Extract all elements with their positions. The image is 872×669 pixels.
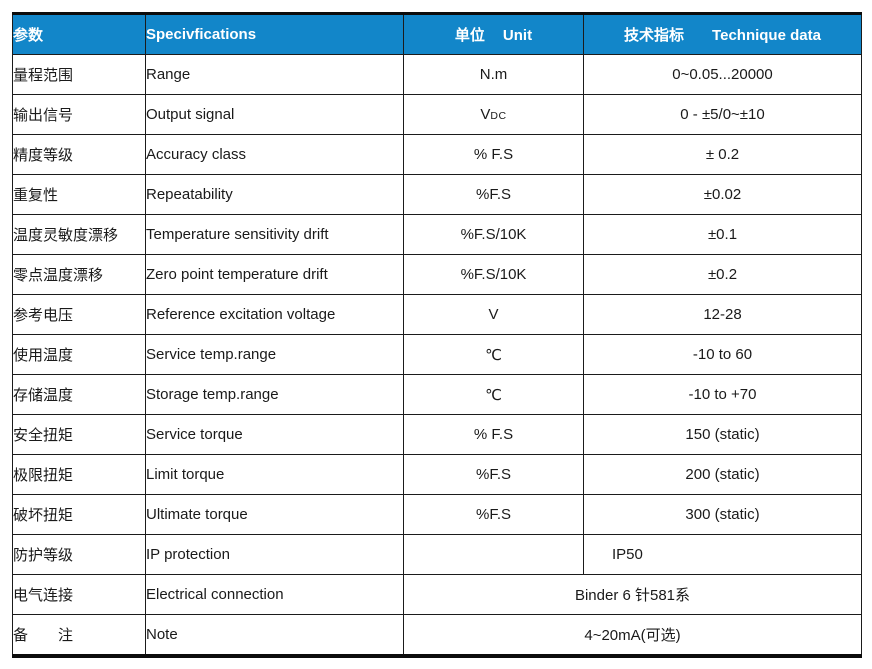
table-row: 安全扭矩 Service torque% F.S 150 (static) bbox=[12, 414, 862, 455]
param-cell: 温度灵敏度漂移 bbox=[12, 214, 146, 255]
spec-cell: Accuracy class bbox=[145, 134, 404, 175]
spec-cell: Limit torque bbox=[145, 454, 404, 495]
value-cell: ±0.02 bbox=[583, 174, 862, 215]
param-cell: 存储温度 bbox=[12, 374, 146, 415]
table-row: 极限扭矩 Limit torque %F.S 200 (static) bbox=[12, 454, 862, 495]
unit-cell: ℃ bbox=[403, 374, 584, 415]
merged-value-cell: Binder 6 针581系 bbox=[403, 574, 862, 615]
param-cell: 破坏扭矩 bbox=[12, 494, 146, 535]
spec-cell: Reference excitation voltage bbox=[145, 294, 404, 335]
unit-cell bbox=[403, 534, 584, 575]
param-cell: 量程范围 bbox=[12, 54, 146, 95]
table-row: 破坏扭矩 Ultimate torque %F.S 300 (static) bbox=[12, 494, 862, 535]
table-row: 使用温度 Service temp.range ℃ -10 to 60 bbox=[12, 334, 862, 375]
table-row: 温度灵敏度漂移 Temperature sensitivity drift %F.S… bbox=[12, 214, 862, 255]
spec-table-body: 量程范围 Range N.m 0~0.05...20000 输出信号 Output sig… bbox=[12, 54, 862, 657]
value-cell: 0~0.05...20000 bbox=[583, 54, 862, 95]
value-cell: 0 - ±5/0~±10 bbox=[583, 94, 862, 135]
unit-subscript: DC bbox=[490, 110, 507, 122]
param-cell: 零点温度漂移 bbox=[12, 254, 146, 295]
param-cell: 参考电压 bbox=[12, 294, 146, 335]
param-cell: 使用温度 bbox=[12, 334, 146, 375]
spec-cell: Temperature sensitivity drift bbox=[145, 214, 404, 255]
spec-cell: Output signal bbox=[145, 94, 404, 135]
param-cell: 极限扭矩 bbox=[12, 454, 146, 495]
param-cell: 重复性 bbox=[12, 174, 146, 215]
unit-cell: %F.S bbox=[403, 174, 584, 215]
table-row: 重复性 Repeatability %F.S ±0.02 bbox=[12, 174, 862, 215]
spec-cell: Service temp.range bbox=[145, 334, 404, 375]
spec-sheet: 参数 Specivfications 单位 Unit 技术指标 Technique … bbox=[12, 12, 862, 658]
table-row: 量程范围 Range N.m 0~0.05...20000 bbox=[12, 54, 862, 95]
unit-cell: %F.S bbox=[403, 454, 584, 495]
value-cell: ± 0.2 bbox=[583, 134, 862, 175]
header-technique-label-en: Technique data bbox=[712, 27, 821, 44]
spec-cell: Repeatability bbox=[145, 174, 404, 215]
param-cell: 电气连接 bbox=[12, 574, 146, 615]
header-cell-technique-data: 技术指标 Technique data bbox=[583, 13, 862, 55]
value-cell: 12-28 bbox=[583, 294, 862, 335]
merged-value-cell: 4~20mA(可选) bbox=[403, 614, 862, 657]
unit-cell: VDC bbox=[403, 94, 584, 135]
param-cell: 精度等级 bbox=[12, 134, 146, 175]
spec-cell: Range bbox=[145, 54, 404, 95]
header-unit-label-en: Unit bbox=[502, 27, 533, 44]
spec-cell: Storage temp.range bbox=[145, 374, 404, 415]
value-cell: 200 (static) bbox=[583, 454, 862, 495]
unit-cell: % F.S bbox=[403, 414, 584, 455]
spec-cell: Ultimate torque bbox=[145, 494, 404, 535]
table-row: 存储温度 Storage temp.range ℃ -10 to +70 bbox=[12, 374, 862, 415]
value-cell: ±0.2 bbox=[583, 254, 862, 295]
spec-table: 参数 Specivfications 单位 Unit 技术指标 Technique … bbox=[12, 12, 862, 658]
table-row: 参考电压 Reference excitation voltage V 12-28 bbox=[12, 294, 862, 335]
table-row: 零点温度漂移 Zero point temperature drift %F.S/1… bbox=[12, 254, 862, 295]
param-cell: 防护等级 bbox=[12, 534, 146, 575]
unit-cell: % F.S bbox=[403, 134, 584, 175]
header-cell-specifications: Specivfications bbox=[145, 13, 404, 55]
unit-cell: %F.S bbox=[403, 494, 584, 535]
value-cell: ±0.1 bbox=[583, 214, 862, 255]
unit-cell: %F.S/10K bbox=[403, 254, 584, 295]
unit-cell: %F.S/10K bbox=[403, 214, 584, 255]
value-cell: IP50 bbox=[583, 534, 862, 575]
table-row: 防护等级 IP protection IP50 bbox=[12, 534, 862, 575]
spec-cell: Note bbox=[145, 614, 404, 657]
header-cell-unit: 单位 Unit bbox=[403, 13, 584, 55]
unit-cell: V bbox=[403, 294, 584, 335]
header-specifications-label: Specivfications bbox=[146, 26, 257, 43]
spec-cell: Service torque bbox=[145, 414, 404, 455]
value-cell: -10 to 60 bbox=[583, 334, 862, 375]
param-cell: 输出信号 bbox=[12, 94, 146, 135]
unit-cell: ℃ bbox=[403, 334, 584, 375]
header-technique-label-zh: 技术指标 bbox=[624, 27, 685, 44]
unit-cell: N.m bbox=[403, 54, 584, 95]
spec-cell: IP protection bbox=[145, 534, 404, 575]
header-row: 参数 Specivfications 单位 Unit 技术指标 Technique … bbox=[12, 13, 862, 55]
table-row: 备 注 Note 4~20mA(可选) bbox=[12, 614, 862, 657]
table-row: 输出信号 Output signal VDC 0 - ±5/0~±10 bbox=[12, 94, 862, 135]
value-cell: 300 (static) bbox=[583, 494, 862, 535]
table-row: 电气连接 Electrical connection Binder 6 针581系 bbox=[12, 574, 862, 615]
header-cell-param: 参数 bbox=[12, 13, 146, 55]
param-cell: 备 注 bbox=[12, 614, 146, 657]
header-param-label: 参数 bbox=[13, 27, 44, 44]
value-cell: -10 to +70 bbox=[583, 374, 862, 415]
param-cell: 安全扭矩 bbox=[12, 414, 146, 455]
table-row: 精度等级 Accuracy class% F.S ± 0.2 bbox=[12, 134, 862, 175]
spec-cell: Electrical connection bbox=[145, 574, 404, 615]
spec-cell: Zero point temperature drift bbox=[145, 254, 404, 295]
value-cell: 150 (static) bbox=[583, 414, 862, 455]
header-unit-label-zh: 单位 bbox=[454, 27, 485, 44]
